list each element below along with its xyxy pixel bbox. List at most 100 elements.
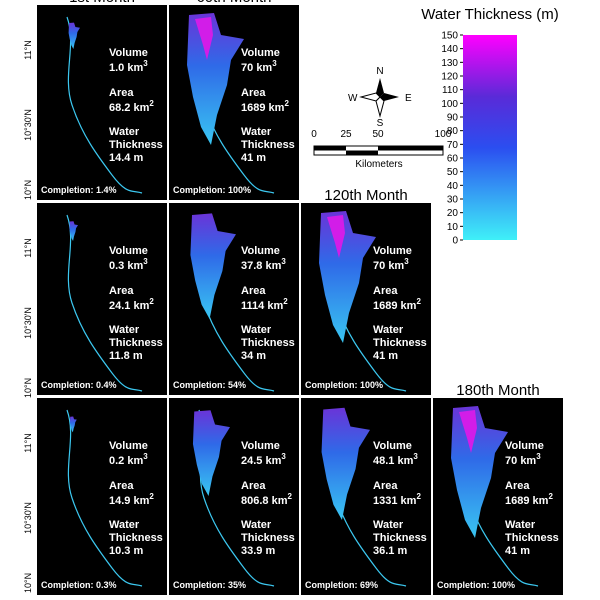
unit: km bbox=[133, 102, 149, 114]
area-label: Area bbox=[241, 87, 266, 99]
latitude-label: 10°30'N bbox=[23, 109, 33, 141]
superscript: 2 bbox=[149, 492, 154, 501]
thickness-label: Thickness bbox=[109, 337, 163, 349]
area-label: Area bbox=[109, 87, 134, 99]
panel-background bbox=[37, 203, 167, 395]
unit: km bbox=[127, 455, 143, 467]
scale-tick: 25 bbox=[340, 129, 352, 140]
water-label: Water bbox=[373, 324, 404, 336]
superscript: 3 bbox=[404, 257, 409, 266]
water-label: Water bbox=[373, 519, 404, 531]
latitude-label: 10°N bbox=[23, 378, 33, 398]
colorbar-tick-label: 150 bbox=[441, 31, 458, 42]
latitude-label: 10°N bbox=[23, 180, 33, 200]
unit: km bbox=[265, 260, 281, 272]
colorbar-tick-label: 60 bbox=[447, 154, 459, 165]
scale-unit: Kilometers bbox=[355, 159, 402, 170]
thickness-label: Thickness bbox=[373, 337, 427, 349]
thickness-value: 14.4 m bbox=[109, 152, 143, 164]
unit: km bbox=[272, 495, 288, 507]
volume-value: 1.0 km3 bbox=[109, 59, 148, 74]
thickness-label: Thickness bbox=[505, 532, 559, 544]
reservoir bbox=[69, 416, 77, 433]
thickness-value: 36.1 m bbox=[373, 545, 407, 557]
volume-label: Volume bbox=[241, 47, 280, 59]
thickness-label: Thickness bbox=[241, 337, 295, 349]
superscript: 3 bbox=[281, 257, 286, 266]
colorbar-tick-label: 20 bbox=[447, 208, 459, 219]
unit: km bbox=[265, 455, 281, 467]
compass-w: W bbox=[348, 93, 358, 104]
compass-n: N bbox=[376, 66, 383, 77]
colorbar-tick-label: 40 bbox=[447, 181, 459, 192]
completion: Completion: 100% bbox=[437, 580, 515, 590]
area-label: Area bbox=[505, 480, 530, 492]
colorbar-tick-label: 50 bbox=[447, 167, 459, 178]
thickness-value: 41 m bbox=[373, 350, 398, 362]
unit: km bbox=[133, 300, 149, 312]
reservoir bbox=[69, 221, 78, 241]
volume-value: 70 km3 bbox=[505, 452, 541, 467]
water-label: Water bbox=[109, 519, 140, 531]
panel-title: 1st Month bbox=[69, 0, 135, 6]
volume-label: Volume bbox=[241, 440, 280, 452]
reservoir bbox=[451, 406, 508, 538]
thickness-value: 33.9 m bbox=[241, 545, 275, 557]
superscript: 3 bbox=[143, 257, 148, 266]
unit: km bbox=[520, 455, 536, 467]
reservoir-core bbox=[459, 410, 477, 453]
completion: Completion: 100% bbox=[305, 380, 383, 390]
reservoir bbox=[321, 407, 370, 520]
thickness-value: 11.8 m bbox=[109, 350, 143, 362]
reservoir bbox=[68, 22, 80, 49]
thickness-label: Thickness bbox=[109, 532, 163, 544]
superscript: 2 bbox=[149, 99, 154, 108]
completion: Completion: 0.3% bbox=[41, 580, 117, 590]
thickness-value: 10.3 m bbox=[109, 545, 143, 557]
thickness-label: Thickness bbox=[241, 532, 295, 544]
area-value: 806.8 km2 bbox=[241, 492, 293, 507]
water-label: Water bbox=[505, 519, 536, 531]
compass-e: E bbox=[405, 93, 412, 104]
area-label: Area bbox=[241, 480, 266, 492]
unit: km bbox=[533, 495, 549, 507]
compass: N S E W bbox=[348, 66, 412, 129]
unit: km bbox=[388, 260, 404, 272]
unit: km bbox=[127, 260, 143, 272]
completion: Completion: 1.4% bbox=[41, 185, 117, 195]
unit: km bbox=[401, 300, 417, 312]
volume-label: Volume bbox=[109, 245, 148, 257]
panel-title: 180th Month bbox=[456, 382, 539, 399]
colorbar-tick-label: 140 bbox=[441, 44, 458, 55]
area-value: 1689 km2 bbox=[505, 492, 553, 507]
volume-value: 0.3 km3 bbox=[109, 257, 148, 272]
latitude-label: 11°N bbox=[23, 433, 33, 452]
water-label: Water bbox=[241, 324, 272, 336]
volume-label: Volume bbox=[373, 440, 412, 452]
panel-title: 120th Month bbox=[324, 187, 407, 204]
area-label: Area bbox=[373, 480, 398, 492]
scale-tick: 0 bbox=[311, 129, 317, 140]
water-label: Water bbox=[241, 126, 272, 138]
colorbar-tick-label: 100 bbox=[441, 99, 458, 110]
superscript: 3 bbox=[143, 59, 148, 68]
reservoir-core bbox=[327, 215, 345, 258]
reservoir bbox=[192, 410, 230, 496]
thickness-label: Thickness bbox=[241, 139, 295, 151]
colorbar bbox=[463, 35, 517, 240]
volume-value: 24.5 km3 bbox=[241, 452, 286, 467]
area-value: 24.1 km2 bbox=[109, 297, 154, 312]
compass-s: S bbox=[377, 118, 384, 129]
unit: km bbox=[267, 300, 283, 312]
latitude-label: 11°N bbox=[23, 238, 33, 257]
superscript: 3 bbox=[272, 59, 277, 68]
reservoir bbox=[319, 211, 376, 343]
superscript: 2 bbox=[416, 297, 421, 306]
scale-tick: 100 bbox=[435, 129, 452, 140]
area-label: Area bbox=[373, 285, 398, 297]
